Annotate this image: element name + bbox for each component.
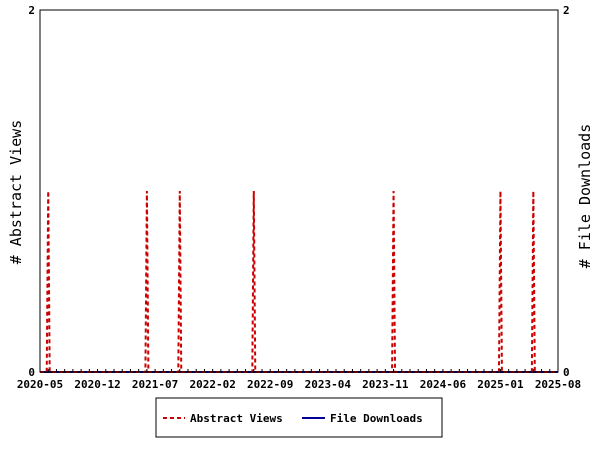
x-ticks <box>39 369 559 372</box>
x-tick-label: 2022-09 <box>247 378 293 391</box>
x-tick-label: 2025-08 <box>535 378 581 391</box>
x-tick-labels: 2020-05 2020-12 2021-07 2022-02 2022-09 2023-… <box>17 378 581 391</box>
y-right-tick-label-min: 0 <box>563 366 570 379</box>
legend: Abstract Views File Downloads <box>155 397 443 438</box>
legend-label-file-downloads: File Downloads <box>330 412 423 425</box>
legend-box <box>155 397 443 438</box>
series-line-abstract-views <box>40 190 558 373</box>
x-tick-label: 2024-06 <box>420 378 467 391</box>
x-tick-label: 2021-07 <box>132 378 178 391</box>
x-tick-label: 2020-12 <box>74 378 120 391</box>
y-left-tick-label-min: 0 <box>28 366 35 379</box>
legend-label-abstract-views: Abstract Views <box>190 412 283 425</box>
x-tick-label: 2023-04 <box>305 378 352 391</box>
x-tick-label: 2020-05 <box>17 378 63 391</box>
x-tick-label: 2022-02 <box>189 378 235 391</box>
plot-frame <box>39 9 559 373</box>
x-tick-label: 2025-01 <box>477 378 524 391</box>
series-layer <box>40 190 558 373</box>
y-left-axis-label: # Abstract Views <box>7 120 25 265</box>
x-tick-label: 2023-11 <box>362 378 409 391</box>
y-right-tick-label-max: 2 <box>563 4 570 17</box>
y-right-axis-label: # File Downloads <box>576 124 594 269</box>
y-left-tick-label-max: 2 <box>28 4 35 17</box>
